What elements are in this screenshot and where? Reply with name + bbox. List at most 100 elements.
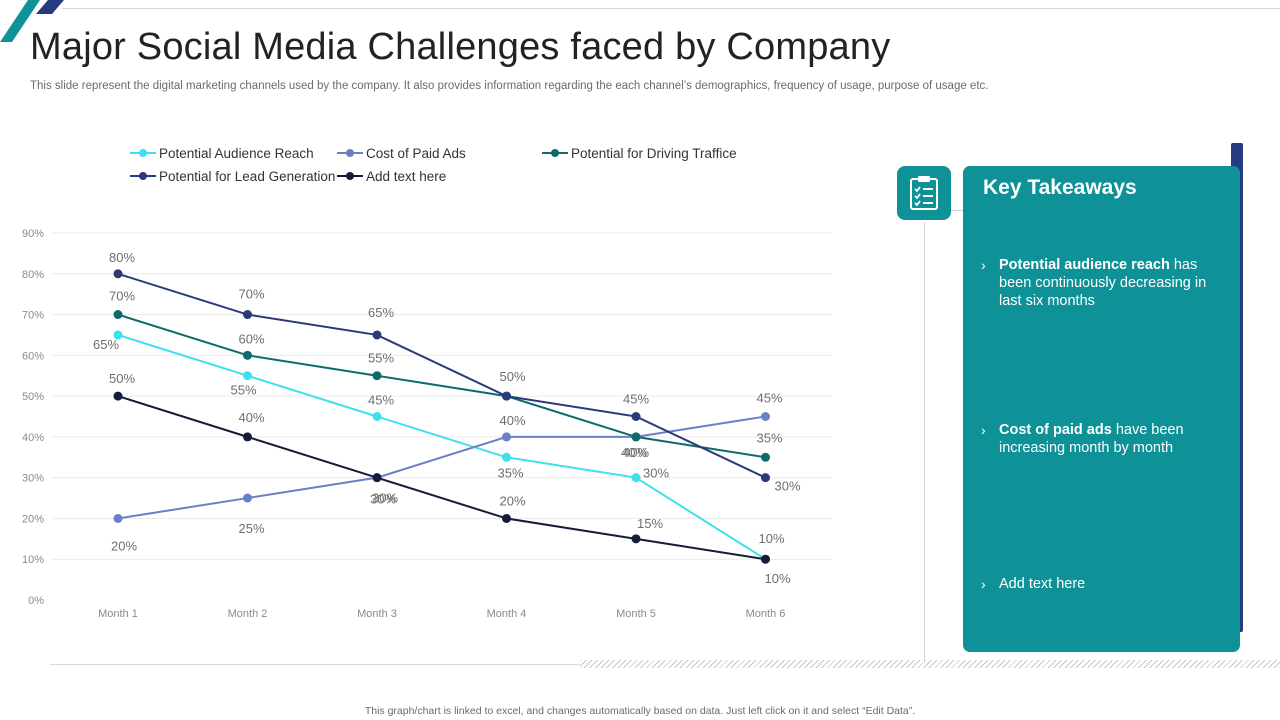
data-label: 45% bbox=[623, 392, 649, 407]
data-label: 50% bbox=[499, 369, 525, 384]
data-point bbox=[243, 432, 252, 442]
data-label: 65% bbox=[93, 337, 119, 352]
chevron-right-icon: › bbox=[981, 257, 986, 273]
y-tick-label: 0% bbox=[28, 595, 44, 607]
page-title: Major Social Media Challenges faced by C… bbox=[30, 26, 891, 68]
data-label: 20% bbox=[499, 493, 525, 508]
data-label: 40% bbox=[621, 445, 647, 460]
series-line bbox=[117, 272, 766, 479]
data-point bbox=[502, 391, 511, 401]
y-tick-label: 70% bbox=[22, 310, 44, 322]
data-point bbox=[761, 412, 770, 421]
data-label: 50% bbox=[109, 371, 135, 386]
takeaway-item: › Add text here bbox=[981, 575, 1217, 593]
legend-swatch-dot bbox=[139, 172, 147, 180]
data-point bbox=[113, 269, 123, 279]
takeaway-text: has been continuously decreasing in last… bbox=[999, 257, 1207, 309]
legend-entry: Potential Audience Reach bbox=[159, 146, 314, 161]
data-point bbox=[631, 432, 641, 442]
clipboard-checklist-icon bbox=[897, 166, 951, 220]
series-line bbox=[117, 395, 766, 561]
legend-entry: Cost of Paid Ads bbox=[366, 146, 466, 161]
data-label: 70% bbox=[109, 289, 135, 304]
series-line bbox=[117, 313, 766, 459]
takeaway-text: Add text here bbox=[999, 576, 1086, 592]
data-label: 45% bbox=[368, 393, 394, 408]
y-tick-label: 10% bbox=[22, 554, 44, 566]
data-point bbox=[761, 452, 770, 462]
data-label: 35% bbox=[497, 465, 523, 480]
takeaway-text: have been increasing month by month bbox=[999, 422, 1184, 456]
legend-entry: Potential for Driving Traffice bbox=[571, 146, 737, 161]
data-label: 70% bbox=[238, 287, 264, 302]
connector-vertical-line bbox=[924, 222, 925, 662]
legend-swatch-dot bbox=[346, 172, 354, 180]
series-line bbox=[117, 415, 766, 520]
x-tick-label: Month 5 bbox=[616, 608, 656, 620]
y-tick-label: 60% bbox=[22, 350, 44, 362]
x-tick-label: Month 4 bbox=[487, 608, 527, 620]
data-label: 55% bbox=[230, 383, 256, 398]
data-point bbox=[113, 391, 123, 401]
x-tick-label: Month 3 bbox=[357, 608, 397, 620]
key-takeaways-panel: Key Takeaways › Potential audience reach… bbox=[963, 166, 1240, 652]
data-point bbox=[243, 310, 252, 320]
y-tick-label: 50% bbox=[22, 391, 44, 403]
data-point bbox=[243, 371, 252, 381]
x-tick-label: Month 1 bbox=[98, 608, 138, 620]
takeaway-item: › Potential audience reach has been cont… bbox=[981, 256, 1217, 310]
legend-swatch-dot bbox=[551, 149, 559, 157]
y-tick-label: 90% bbox=[22, 228, 44, 240]
data-label: 45% bbox=[756, 391, 782, 406]
y-tick-label: 80% bbox=[22, 269, 44, 281]
legend-swatch-dot bbox=[346, 149, 354, 157]
data-label: 30% bbox=[774, 479, 800, 494]
data-point bbox=[631, 412, 641, 421]
chevron-right-icon: › bbox=[981, 576, 986, 592]
data-point bbox=[761, 473, 770, 483]
data-label: 10% bbox=[764, 571, 790, 586]
data-point bbox=[372, 330, 382, 340]
data-label: 25% bbox=[238, 521, 264, 536]
data-label: 40% bbox=[499, 413, 525, 428]
y-tick-label: 40% bbox=[22, 432, 44, 444]
legend-swatch-dot bbox=[139, 149, 147, 157]
data-point bbox=[372, 371, 382, 381]
data-point bbox=[243, 493, 252, 503]
data-label: 55% bbox=[368, 351, 394, 366]
data-label: 15% bbox=[637, 516, 663, 531]
page-subtitle: This slide represent the digital marketi… bbox=[30, 80, 989, 92]
data-label: 20% bbox=[111, 538, 137, 553]
y-tick-label: 20% bbox=[22, 513, 44, 525]
top-divider bbox=[62, 8, 1280, 9]
hatch-divider bbox=[580, 660, 1280, 668]
data-label: 30% bbox=[370, 492, 396, 507]
data-point bbox=[631, 534, 641, 544]
data-label: 35% bbox=[756, 430, 782, 445]
x-tick-label: Month 6 bbox=[746, 608, 786, 620]
chevron-right-icon: › bbox=[981, 422, 986, 438]
data-label: 30% bbox=[643, 466, 669, 481]
y-tick-label: 30% bbox=[22, 473, 44, 485]
data-point bbox=[372, 473, 382, 483]
data-label: 80% bbox=[109, 250, 135, 265]
data-point bbox=[502, 452, 511, 462]
series-line bbox=[117, 333, 767, 561]
corner-decoration bbox=[0, 0, 64, 42]
data-point bbox=[502, 513, 511, 523]
data-point bbox=[113, 310, 123, 320]
takeaway-item: › Cost of paid ads have been increasing … bbox=[981, 421, 1217, 457]
takeaway-bold: Potential audience reach bbox=[999, 257, 1170, 273]
takeaway-bold: Cost of paid ads bbox=[999, 422, 1112, 438]
data-point bbox=[631, 473, 641, 483]
data-point bbox=[372, 412, 382, 421]
x-tick-label: Month 2 bbox=[228, 608, 268, 620]
line-chart: 0% 10% 20% 30% 40% 50% 60% 70% 80% 90% Month 1 Mont… bbox=[22, 146, 832, 620]
data-point bbox=[243, 350, 252, 360]
footer-note: This graph/chart is linked to excel, and… bbox=[364, 705, 916, 717]
bottom-divider bbox=[50, 664, 580, 665]
key-takeaways-title: Key Takeaways bbox=[983, 176, 1137, 199]
legend-entry: Potential for Lead Generation bbox=[159, 169, 335, 184]
data-label: 60% bbox=[238, 331, 264, 346]
data-point bbox=[502, 432, 511, 442]
